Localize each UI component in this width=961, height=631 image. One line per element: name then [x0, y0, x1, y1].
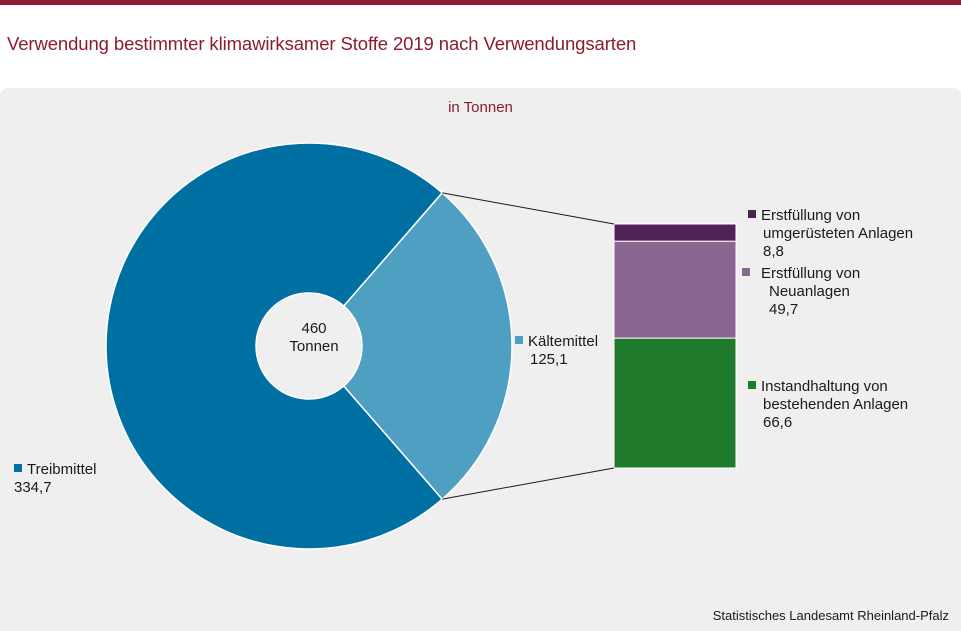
bar-segment-neuanlagen: [613, 240, 737, 339]
segment-name-line2: Neuanlagen: [769, 283, 850, 300]
segment-label-umgeruestet: Erstfüllung von umgerüsteten Anlagen 8,8: [748, 207, 913, 261]
legend-swatch-treibmittel: [14, 464, 22, 472]
segment-name-line2: umgerüsteten Anlagen: [763, 225, 914, 242]
slice-name: Treibmittel: [27, 461, 97, 478]
chart-title: Verwendung bestimmter klimawirksamer Sto…: [7, 33, 637, 54]
connector-lines: [442, 192, 615, 500]
legend-swatch-kaeltemittel: [515, 336, 523, 344]
top-rule: [0, 0, 961, 5]
breakdown-bar: [613, 223, 737, 469]
segment-label-neuanlagen: Erstfüllung von Neuanlagen 49,7: [742, 265, 860, 319]
segment-name-line1: Erstfüllung von: [761, 207, 861, 224]
center-value: 460: [301, 320, 327, 337]
donut-center-label: 460 Tonnen: [268, 320, 360, 356]
slice-value: 125,1: [530, 351, 568, 368]
bar-segment-instandhaltung: [613, 337, 737, 469]
slice-name: Kältemittel: [528, 333, 599, 350]
segment-label-instandhaltung: Instandhaltung von bestehenden Anlagen 6…: [748, 378, 908, 432]
segment-name-line1: Erstfüllung von: [761, 265, 861, 282]
legend-swatch-umgeruestet: [748, 210, 756, 218]
legend-swatch-instandhaltung: [748, 381, 756, 389]
segment-value: 8,8: [763, 243, 784, 260]
connector-bottom: [442, 467, 615, 500]
slice-value: 334,7: [14, 479, 52, 496]
bar-segment-umgeruestet: [613, 223, 737, 242]
donut-chart: [105, 142, 513, 550]
segment-name-line1: Instandhaltung von: [761, 378, 888, 395]
connector-top: [442, 192, 615, 225]
segment-name-line2: bestehenden Anlagen: [763, 396, 909, 413]
source-label: Statistisches Landesamt Rheinland-Pfalz: [712, 608, 949, 623]
donut-slice-kaeltemittel: [342, 191, 513, 501]
slice-label-treibmittel: Treibmittel 334,7: [14, 461, 96, 497]
segment-value: 66,6: [763, 414, 793, 431]
center-unit: Tonnen: [289, 338, 339, 355]
segment-value: 49,7: [769, 301, 799, 318]
unit-label: in Tonnen: [448, 99, 513, 116]
donut-slice-treibmittel: [105, 142, 444, 550]
slice-label-kaeltemittel: Kältemittel 125,1: [515, 333, 598, 369]
legend-swatch-neuanlagen: [742, 268, 750, 276]
